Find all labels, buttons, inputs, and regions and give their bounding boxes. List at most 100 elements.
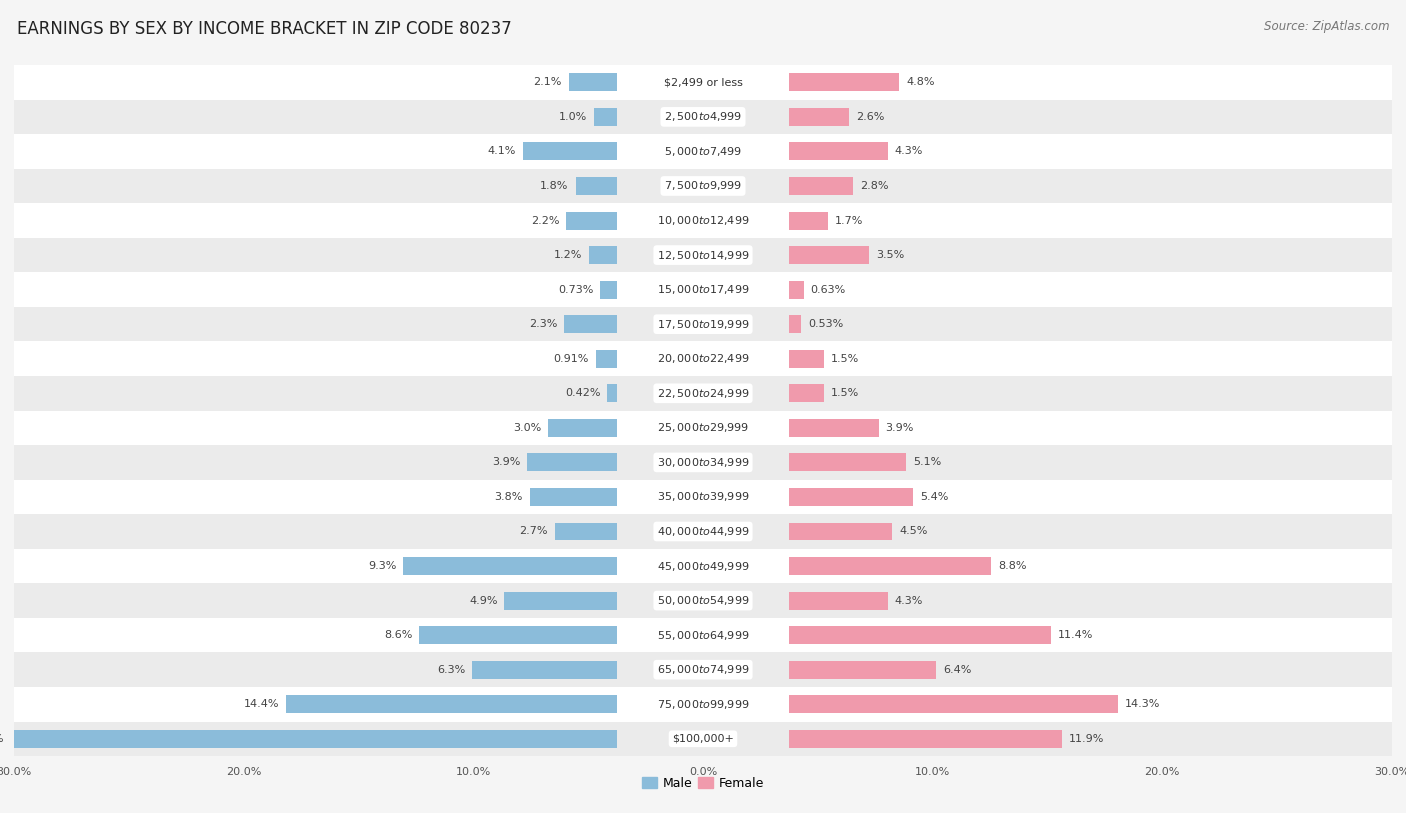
Bar [14,272,1392,307]
Text: 9.3%: 9.3% [368,561,396,571]
Text: $65,000 to $74,999: $65,000 to $74,999 [657,663,749,676]
Text: 1.8%: 1.8% [540,181,568,191]
Text: 4.9%: 4.9% [470,596,498,606]
Bar [568,73,617,91]
Bar [14,65,1392,99]
Bar [527,454,617,472]
Text: 2.6%: 2.6% [856,112,884,122]
Bar [789,108,849,126]
Bar [789,592,887,610]
Text: 0.91%: 0.91% [554,354,589,363]
Bar [11,730,617,748]
Bar [14,376,1392,411]
Text: 3.0%: 3.0% [513,423,541,433]
Text: 2.7%: 2.7% [519,527,548,537]
Bar [523,142,617,160]
Bar [530,488,617,506]
Bar [789,211,828,229]
Bar [789,454,907,472]
Text: 4.3%: 4.3% [894,146,924,156]
Bar [14,169,1392,203]
Text: 2.2%: 2.2% [531,215,560,225]
Text: 4.8%: 4.8% [907,77,935,87]
Text: 0.73%: 0.73% [558,285,593,294]
Bar [789,385,824,402]
Bar [419,626,617,644]
Bar [14,237,1392,272]
Text: $45,000 to $49,999: $45,000 to $49,999 [657,559,749,572]
Bar [14,618,1392,652]
Text: 3.9%: 3.9% [492,458,520,467]
Text: 2.1%: 2.1% [533,77,562,87]
Text: 11.4%: 11.4% [1057,630,1094,640]
Text: 1.2%: 1.2% [554,250,582,260]
Text: $7,500 to $9,999: $7,500 to $9,999 [664,180,742,193]
Text: 5.1%: 5.1% [912,458,942,467]
Text: 4.1%: 4.1% [488,146,516,156]
Text: 1.0%: 1.0% [558,112,588,122]
Bar [14,341,1392,376]
Text: 3.8%: 3.8% [495,492,523,502]
Bar [14,584,1392,618]
Text: 6.3%: 6.3% [437,665,465,675]
Bar [14,549,1392,584]
Bar [287,695,617,713]
Bar [472,661,617,679]
Text: 14.4%: 14.4% [243,699,280,709]
Text: 5.4%: 5.4% [920,492,949,502]
Text: $30,000 to $34,999: $30,000 to $34,999 [657,456,749,469]
Bar [600,280,617,298]
Bar [505,592,617,610]
Bar [14,687,1392,722]
Text: $15,000 to $17,499: $15,000 to $17,499 [657,283,749,296]
Bar [14,134,1392,169]
Text: $22,500 to $24,999: $22,500 to $24,999 [657,387,749,400]
Text: $10,000 to $12,499: $10,000 to $12,499 [657,214,749,227]
Text: 0.42%: 0.42% [565,389,600,398]
Text: 6.4%: 6.4% [943,665,972,675]
Bar [789,557,991,575]
Bar [789,419,879,437]
Text: EARNINGS BY SEX BY INCOME BRACKET IN ZIP CODE 80237: EARNINGS BY SEX BY INCOME BRACKET IN ZIP… [17,20,512,38]
Bar [789,315,801,333]
Bar [789,142,887,160]
Bar [789,177,853,195]
Text: 3.5%: 3.5% [876,250,904,260]
Text: 11.9%: 11.9% [1070,734,1105,744]
Text: 1.5%: 1.5% [831,354,859,363]
Bar [14,411,1392,446]
Text: 4.5%: 4.5% [900,527,928,537]
Text: $50,000 to $54,999: $50,000 to $54,999 [657,594,749,607]
Text: 0.53%: 0.53% [808,320,844,329]
Text: 2.8%: 2.8% [860,181,889,191]
Bar [14,480,1392,515]
Bar [14,722,1392,756]
Text: 0.63%: 0.63% [810,285,846,294]
Text: 26.4%: 26.4% [0,734,4,744]
Text: Source: ZipAtlas.com: Source: ZipAtlas.com [1264,20,1389,33]
Bar [14,446,1392,480]
Text: 1.7%: 1.7% [835,215,863,225]
Bar [14,99,1392,134]
Bar [404,557,617,575]
Text: $20,000 to $22,499: $20,000 to $22,499 [657,352,749,365]
Text: $12,500 to $14,999: $12,500 to $14,999 [657,249,749,262]
Text: 8.6%: 8.6% [384,630,412,640]
Bar [789,730,1063,748]
Bar [575,177,617,195]
Bar [607,385,617,402]
Bar [564,315,617,333]
Bar [14,307,1392,341]
Text: $5,000 to $7,499: $5,000 to $7,499 [664,145,742,158]
Bar [789,280,804,298]
Bar [789,661,936,679]
Text: $2,499 or less: $2,499 or less [664,77,742,87]
Text: $17,500 to $19,999: $17,500 to $19,999 [657,318,749,331]
Bar [548,419,617,437]
Bar [789,695,1118,713]
Text: 14.3%: 14.3% [1125,699,1160,709]
Bar [589,246,617,264]
Bar [593,108,617,126]
Bar [789,350,824,367]
Text: $35,000 to $39,999: $35,000 to $39,999 [657,490,749,503]
